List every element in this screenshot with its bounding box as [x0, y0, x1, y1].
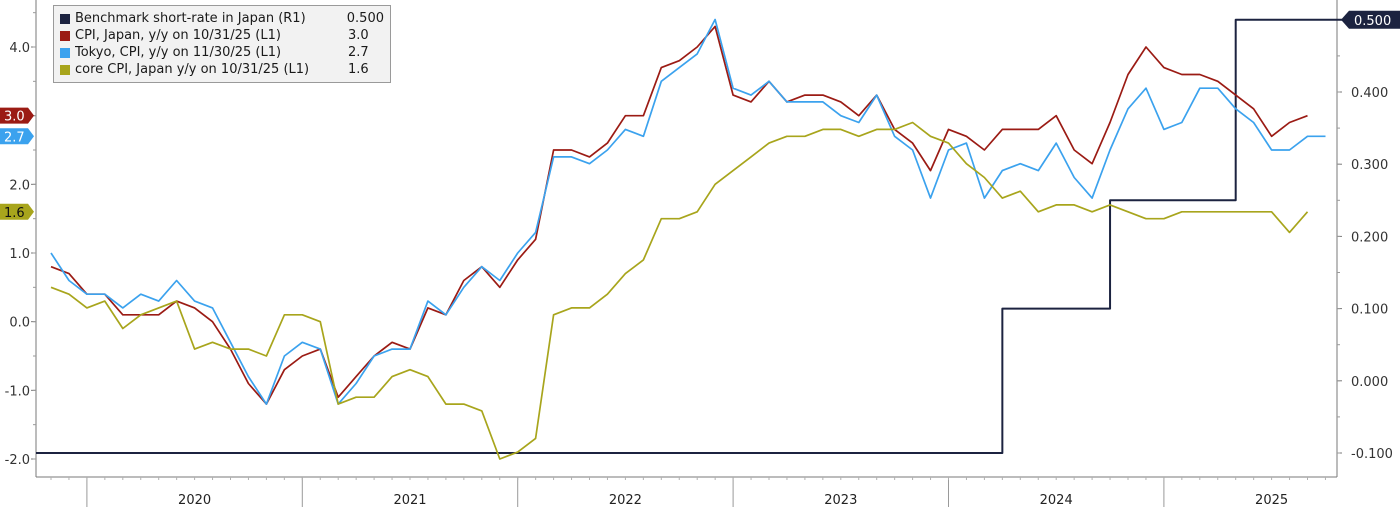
value-tag-shape [0, 203, 34, 220]
right-tick-label: -0.100 [1351, 447, 1393, 462]
left-tick-label: -2.0 [5, 453, 30, 468]
value-tags: 0.500 3.0 2.7 1.6 [0, 10, 1400, 221]
axes: 4.0 3.0 2.0 1.0 0.0 -1.0 -2.0 0.400 0.300 0.200 0.… [5, 0, 1393, 507]
right-tick-label: 0.400 [1351, 86, 1388, 101]
legend-item-core-cpi: core CPI, Japan y/y on 10/31/25 (L1) 1.6 [60, 61, 384, 78]
x-tick-label: 2021 [393, 493, 426, 507]
left-value-tag: 3.0 [0, 107, 34, 125]
left-value-tag: 2.7 [0, 128, 34, 145]
series-line-3 [50, 121, 1309, 460]
value-tag-shape [0, 107, 34, 124]
legend: Benchmark short-rate in Japan (R1) 0.500… [53, 5, 391, 83]
legend-swatch [60, 13, 70, 24]
legend-label: Benchmark short-rate in Japan (R1) [75, 11, 306, 26]
legend-swatch [60, 47, 70, 58]
legend-value: 0.500 [346, 11, 384, 26]
value-tag-label: 0.500 [1354, 14, 1391, 29]
value-tag-shape [1341, 10, 1400, 29]
legend-value: 3.0 [348, 28, 369, 43]
legend-swatch [60, 30, 70, 41]
x-tick-label: 2020 [178, 493, 211, 507]
left-tick-label: 1.0 [9, 247, 30, 262]
series-line-1 [50, 25, 1308, 405]
legend-label: core CPI, Japan y/y on 10/31/25 (L1) [75, 62, 310, 77]
value-tag-label: 1.6 [4, 206, 25, 221]
legend-item-tokyo-cpi: Tokyo, CPI, y/y on 11/30/25 (L1) 2.7 [60, 44, 384, 61]
value-tag-shape [0, 128, 34, 145]
right-tick-label: 0.300 [1351, 158, 1388, 173]
x-tick-label: 2023 [824, 493, 857, 507]
value-tag-label: 2.7 [4, 130, 25, 145]
left-tick-label: 2.0 [9, 178, 30, 193]
series-line-2 [50, 18, 1326, 405]
x-tick-label: 2024 [1040, 493, 1073, 507]
legend-value: 2.7 [348, 45, 369, 60]
left-value-tag: 1.6 [0, 203, 34, 221]
left-tick-label: 0.0 [9, 316, 30, 331]
series-line-0 [36, 18, 1400, 454]
right-value-tag: 0.500 [1341, 10, 1400, 29]
right-tick-label: 0.100 [1351, 303, 1388, 318]
left-tick-label: -1.0 [5, 384, 30, 399]
x-tick-label: 2022 [609, 493, 642, 507]
value-tag-label: 3.0 [4, 110, 25, 125]
right-tick-label: 0.000 [1351, 375, 1388, 390]
legend-label: CPI, Japan, y/y on 10/31/25 (L1) [75, 28, 281, 43]
right-tick-label: 0.200 [1351, 230, 1388, 245]
legend-item-cpi-japan: CPI, Japan, y/y on 10/31/25 (L1) 3.0 [60, 27, 384, 44]
legend-item-benchmark-rate: Benchmark short-rate in Japan (R1) 0.500 [60, 10, 384, 27]
legend-swatch [60, 64, 70, 75]
legend-label: Tokyo, CPI, y/y on 11/30/25 (L1) [75, 45, 282, 60]
legend-value: 1.6 [348, 62, 369, 77]
series-lines [36, 18, 1400, 460]
left-tick-label: 4.0 [9, 41, 30, 56]
x-tick-label: 2025 [1255, 493, 1288, 507]
